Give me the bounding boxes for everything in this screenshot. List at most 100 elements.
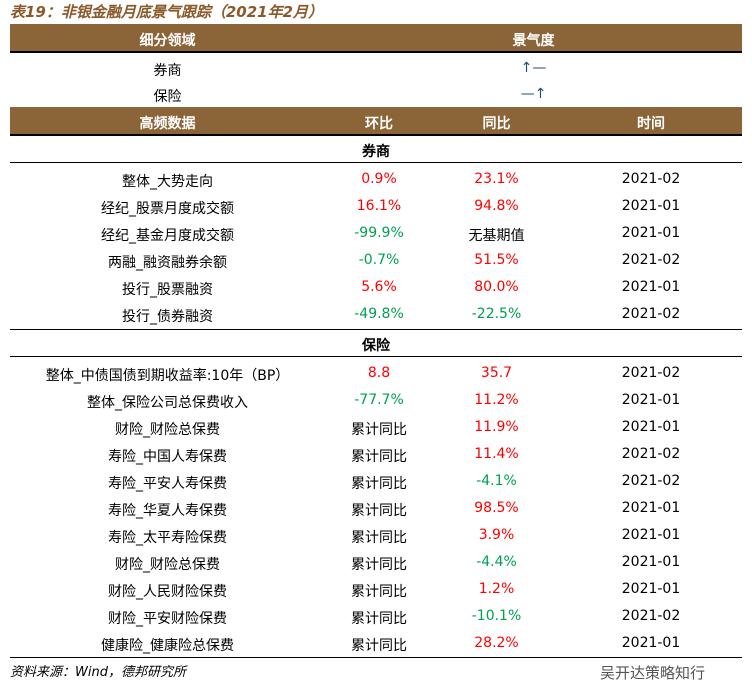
table-row: 财险_平安财险保费 累计同比 -10.1% 2021-02 xyxy=(10,603,742,630)
yoy-value: 80.0% xyxy=(474,279,519,295)
trend-arrow-icon: —↑ xyxy=(520,86,547,102)
table-row: 寿险_华夏人寿保费 累计同比 98.5% 2021-01 xyxy=(10,495,742,522)
bottom-border xyxy=(10,657,742,658)
table-row: 投行_债券融资 -49.8% -22.5% 2021-02 xyxy=(10,301,742,328)
trend-arrow-icon: ↑— xyxy=(520,60,547,76)
yoy-value: -4.1% xyxy=(476,473,517,489)
time-value: 2021-02 xyxy=(621,171,681,187)
mom-value: 累计同比 xyxy=(351,476,407,492)
indicator-name: 财险_财险总保费 xyxy=(115,557,220,573)
table-row: 财险_财险总保费 累计同比 -4.4% 2021-01 xyxy=(10,549,742,576)
time-value: 2021-01 xyxy=(621,527,681,543)
mom-value: -77.7% xyxy=(354,392,404,408)
mom-value: 累计同比 xyxy=(351,422,407,438)
table1-header: 细分领域 景气度 xyxy=(10,24,742,53)
indicator-name: 寿险_平安人寿保费 xyxy=(108,476,227,492)
mom-value: 0.9% xyxy=(361,171,397,187)
indicator-name: 寿险_华夏人寿保费 xyxy=(108,503,227,519)
yoy-value: 11.9% xyxy=(474,419,519,435)
mom-value: 8.8 xyxy=(367,365,391,381)
divider xyxy=(10,356,742,357)
indicator-name: 经纪_基金月度成交额 xyxy=(101,228,234,244)
indicator-name: 财险_财险总保费 xyxy=(115,422,220,438)
time-value: 2021-01 xyxy=(621,554,681,570)
section-label: 券商 xyxy=(362,144,390,160)
mom-value: -99.9% xyxy=(354,225,404,241)
time-value: 2021-01 xyxy=(621,419,681,435)
section-label-row: 保险 xyxy=(10,330,742,357)
time-value: 2021-02 xyxy=(621,608,681,624)
yoy-value: 98.5% xyxy=(474,500,519,516)
yoy-value: 35.7 xyxy=(480,365,513,381)
header-sector: 细分领域 xyxy=(139,33,196,49)
time-value: 2021-01 xyxy=(621,500,681,516)
table-row: 经纪_基金月度成交额 -99.9% 无基期值 2021-01 xyxy=(10,220,742,247)
indicator-name: 投行_债券融资 xyxy=(122,309,213,325)
table-row: 寿险_太平寿险保费 累计同比 3.9% 2021-01 xyxy=(10,522,742,549)
indicator-name: 财险_人民财险保费 xyxy=(108,584,227,600)
table-row: 整体_保险公司总保费收入 -77.7% 11.2% 2021-01 xyxy=(10,387,742,414)
table-row: 经纪_股票月度成交额 16.1% 94.8% 2021-01 xyxy=(10,193,742,220)
yoy-value: -10.1% xyxy=(471,608,522,624)
yoy-value: 28.2% xyxy=(474,635,519,651)
table-row: 健康险_健康险总保费 累计同比 28.2% 2021-01 xyxy=(10,630,742,657)
yoy-value: 51.5% xyxy=(474,252,519,268)
time-value: 2021-02 xyxy=(621,306,681,322)
indicator-name: 财险_平安财险保费 xyxy=(108,611,227,627)
table2-header: 高频数据 环比 同比 时间 xyxy=(10,107,742,136)
mom-value: 5.6% xyxy=(361,279,397,295)
header-time: 时间 xyxy=(637,116,665,132)
yoy-value: 11.4% xyxy=(474,446,519,462)
indicator-name: 经纪_股票月度成交额 xyxy=(101,201,234,217)
header-sentiment: 景气度 xyxy=(512,33,555,49)
mom-value: -49.8% xyxy=(354,306,404,322)
mom-value: 16.1% xyxy=(356,198,402,214)
mom-value: -0.7% xyxy=(358,252,400,268)
indicator-name: 整体_保险公司总保费收入 xyxy=(87,395,248,411)
yoy-value: 94.8% xyxy=(474,198,519,214)
time-value: 2021-01 xyxy=(621,581,681,597)
mom-value: 累计同比 xyxy=(351,449,407,465)
indicator-name: 整体_大势走向 xyxy=(122,174,213,190)
header-indicator: 高频数据 xyxy=(139,116,196,132)
sector-name: 保险 xyxy=(153,89,182,105)
indicator-name: 投行_股票融资 xyxy=(122,282,213,298)
time-value: 2021-01 xyxy=(621,392,681,408)
table-row: 投行_股票融资 5.6% 80.0% 2021-01 xyxy=(10,274,742,301)
yoy-value: 3.9% xyxy=(478,527,515,543)
indicator-name: 寿险_太平寿险保费 xyxy=(108,530,227,546)
section-label-row: 券商 xyxy=(10,136,742,163)
divider xyxy=(10,329,742,330)
time-value: 2021-02 xyxy=(621,252,681,268)
indicator-name: 整体_中债国债到期收益率:10年（BP） xyxy=(45,368,290,384)
time-value: 2021-01 xyxy=(621,635,681,651)
mom-value: 累计同比 xyxy=(351,503,407,519)
yoy-value: -4.4% xyxy=(476,554,517,570)
indicator-name: 寿险_中国人寿保费 xyxy=(108,449,227,465)
table-title: 表19：非银金融月底景气跟踪（2021年2月） xyxy=(10,3,324,21)
yoy-value: 11.2% xyxy=(474,392,519,408)
time-value: 2021-01 xyxy=(621,198,681,214)
mom-value: 累计同比 xyxy=(351,611,407,627)
time-value: 2021-01 xyxy=(621,279,681,295)
mom-value: 累计同比 xyxy=(351,557,407,573)
source-note: 资料来源：Wind，德邦研究所 xyxy=(10,665,186,680)
time-value: 2021-02 xyxy=(621,446,681,462)
yoy-value: 无基期值 xyxy=(468,228,525,244)
mom-value: 累计同比 xyxy=(351,638,407,654)
indicator-name: 健康险_健康险总保费 xyxy=(101,638,234,654)
table-row: 整体_大势走向 0.9% 23.1% 2021-02 xyxy=(10,166,742,193)
section-label: 保险 xyxy=(362,338,390,354)
header-mom: 环比 xyxy=(365,116,393,132)
mom-value: 累计同比 xyxy=(351,584,407,600)
sector-name: 券商 xyxy=(153,63,182,79)
yoy-value: 1.2% xyxy=(478,581,515,597)
sector-row: 保险 —↑ xyxy=(10,81,742,108)
watermark: 吴开达策略知行 xyxy=(600,664,706,682)
indicator-name: 两融_融资融券余额 xyxy=(108,255,227,271)
table-row: 寿险_平安人寿保费 累计同比 -4.1% 2021-02 xyxy=(10,468,742,495)
table-row: 整体_中债国债到期收益率:10年（BP） 8.8 35.7 2021-02 xyxy=(10,360,742,387)
time-value: 2021-02 xyxy=(621,365,681,381)
table-row: 两融_融资融券余额 -0.7% 51.5% 2021-02 xyxy=(10,247,742,274)
table-row: 财险_人民财险保费 累计同比 1.2% 2021-01 xyxy=(10,576,742,603)
